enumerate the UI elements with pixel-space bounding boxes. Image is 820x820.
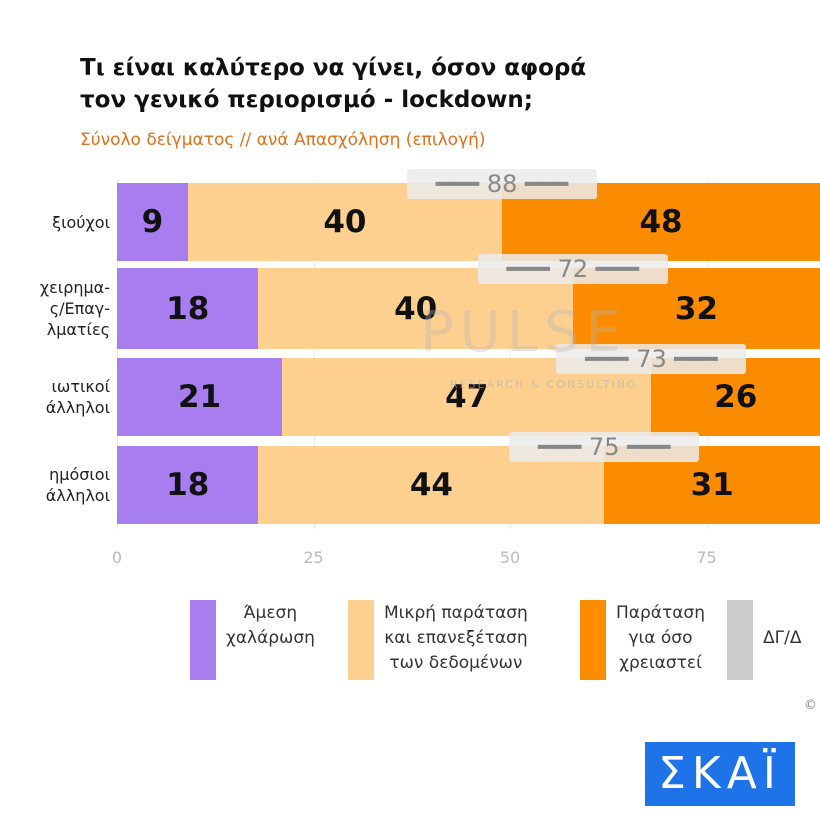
- total-label: ━━━ 88 ━━━: [407, 169, 598, 199]
- legend-swatch: [727, 600, 753, 680]
- skai-logo: ΣΚΑΪ: [645, 742, 795, 806]
- legend-label: Μικρή παράταση και επανεξέταση των δεδομέν…: [384, 603, 528, 673]
- total-label: ━━━ 75 ━━━: [509, 432, 700, 462]
- bar-segment: 9: [117, 183, 188, 261]
- bar-segment: 18: [117, 268, 259, 349]
- bar-segment: 21: [117, 358, 283, 436]
- gridline: [313, 180, 315, 530]
- chart-subtitle: Σύνολο δείγματος // ανά Απασχόληση (επιλ…: [80, 130, 486, 150]
- total-label: ━━━ 72 ━━━: [477, 254, 668, 284]
- watermark-sub: RESEARCH & CONSULTING: [450, 378, 638, 391]
- x-tick-label: 50: [499, 548, 521, 567]
- x-tick-label: 0: [111, 548, 123, 567]
- legend-label: Άμεση χαλάρωση: [226, 603, 315, 648]
- title-line: τον γενικό περιορισμό - lockdown;: [80, 87, 533, 113]
- total-label: ━━━ 73 ━━━: [556, 344, 747, 374]
- legend-swatch: [348, 600, 374, 680]
- category-label: ημόσιοι άλληλοι: [45, 465, 110, 505]
- legend-label: ΔΓ/Δ: [763, 628, 802, 648]
- bar-segment: 40: [258, 268, 573, 349]
- category-label: χειρημα-ς/Επαγ-λματίες: [39, 278, 110, 339]
- bar-segment: 18: [117, 446, 259, 524]
- x-tick-label: 75: [696, 548, 717, 567]
- x-tick-label: 25: [303, 548, 324, 567]
- gridline: [117, 180, 118, 530]
- copyright: ©: [804, 698, 817, 713]
- watermark: PULSE: [420, 300, 627, 365]
- legend-swatch: [190, 600, 216, 680]
- legend-label: Παράταση για όσο χρειαστεί: [616, 603, 705, 673]
- category-label: ιωτικοί άλληλοι: [45, 377, 110, 417]
- gridline: [510, 180, 511, 530]
- bar-segment: 48: [502, 183, 820, 261]
- chart-title: Τι είναι καλύτερο να γίνει, όσον αφορά το…: [80, 52, 586, 116]
- category-label: ξιούχοι: [52, 212, 110, 232]
- title-line: Τι είναι καλύτερο να γίνει, όσον αφορά: [80, 55, 587, 81]
- legend-swatch: [580, 600, 606, 680]
